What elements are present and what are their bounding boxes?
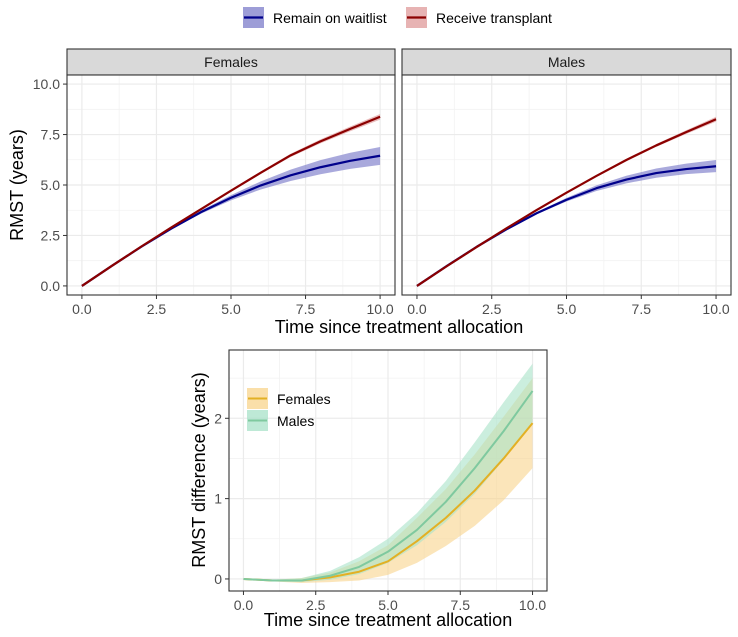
facet-strip	[401, 48, 732, 76]
y-tick-label: 10.0	[33, 76, 60, 92]
x-tick-label: 5.0	[221, 301, 241, 317]
facet-strip-label: Males	[548, 54, 585, 70]
y-tick-label: 2.5	[41, 227, 61, 243]
x-tick-label: 5.0	[557, 301, 577, 317]
x-tick-label: 7.5	[451, 597, 471, 613]
legend-label-waitlist: Remain on waitlist	[273, 10, 387, 26]
y-tick-label: 5.0	[41, 177, 61, 193]
y-tick-label: 0	[214, 571, 222, 587]
x-tick-label: 7.5	[632, 301, 652, 317]
x-tick-label: 5.0	[378, 597, 398, 613]
ci-band-males	[243, 363, 533, 583]
x-tick-label: 10.0	[702, 301, 729, 317]
ci-band-females	[243, 378, 533, 583]
y-tick-label: 1	[214, 491, 222, 507]
x-tick-label: 0.0	[234, 597, 254, 613]
facet-strip	[66, 48, 396, 76]
y-axis-title-difference: RMST difference (years)	[189, 372, 209, 567]
series-line-males	[243, 390, 534, 582]
legend-label-females: Females	[277, 391, 331, 407]
x-tick-label: 10.0	[519, 597, 546, 613]
x-tick-label: 2.5	[147, 301, 167, 317]
series-line-transplant	[81, 115, 381, 287]
x-tick-label: 7.5	[296, 301, 316, 317]
ci-band-transplant	[416, 116, 717, 286]
x-tick-label: 2.5	[482, 301, 502, 317]
ci-band-waitlist	[416, 159, 717, 286]
x-axis-title: Time since treatment allocation	[275, 317, 523, 337]
y-tick-label: 0.0	[41, 278, 61, 294]
ci-band-transplant	[81, 113, 381, 286]
facet-strip-label: Females	[204, 54, 258, 70]
legend-label-transplant: Receive transplant	[436, 10, 552, 26]
x-tick-label: 0.0	[407, 301, 427, 317]
y-tick-label: 7.5	[41, 127, 61, 143]
x-tick-label: 0.0	[72, 301, 92, 317]
x-tick-label: 10.0	[366, 301, 393, 317]
x-tick-label: 2.5	[306, 597, 326, 613]
x-axis-title-difference: Time since treatment allocation	[264, 610, 512, 630]
series-line-transplant	[416, 118, 717, 287]
y-tick-label: 2	[214, 410, 222, 426]
y-axis-title: RMST (years)	[7, 129, 27, 241]
legend-label-males: Males	[277, 413, 314, 429]
